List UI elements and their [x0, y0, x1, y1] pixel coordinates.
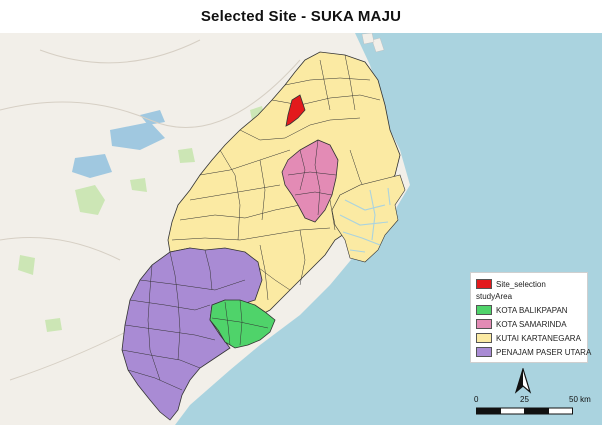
north-arrow-icon	[514, 368, 532, 394]
roads	[0, 39, 301, 381]
legend-row-kutai: KUTAI KARTANEGARA	[476, 331, 582, 345]
map-canvas[interactable]	[0, 33, 602, 425]
legend-swatch-penajam	[476, 347, 492, 357]
legend-swatch-samarinda	[476, 319, 492, 329]
mahakam-delta	[331, 174, 406, 263]
legend-label-kutai: KUTAI KARTANEGARA	[496, 333, 581, 343]
map-legend: Site_selection studyArea KOTA BALIKPAPAN…	[470, 272, 591, 363]
balikpapan-subdistrict-lines	[211, 299, 269, 346]
legend-label-site: Site_selection	[496, 279, 546, 289]
scale-bar: 0 25 50 km	[474, 395, 594, 423]
legend-label-balikpapan: KOTA BALIKPAPAN	[496, 305, 568, 315]
legend-row-balikpapan: KOTA BALIKPAPAN	[476, 303, 582, 317]
map-title: Selected Site - SUKA MAJU	[200, 8, 402, 25]
region-penajam-paser-utara[interactable]	[121, 247, 263, 421]
legend-label-samarinda: KOTA SAMARINDA	[496, 319, 567, 329]
scale-bar-graphic	[476, 407, 573, 415]
scale-label-0: 0	[474, 395, 479, 404]
legend-group-label: studyArea	[476, 292, 513, 301]
legend-swatch-site	[476, 279, 492, 289]
legend-row-site: Site_selection	[476, 277, 582, 291]
legend-label-penajam: PENAJAM PASER UTARA	[496, 347, 592, 357]
north-arrow	[514, 368, 532, 394]
delta-channels	[339, 187, 391, 253]
legend-row-penajam: PENAJAM PASER UTARA	[476, 345, 591, 359]
scale-label-25: 25	[520, 395, 529, 404]
scale-label-50: 50 km	[569, 395, 591, 404]
region-kota-samarinda[interactable]	[281, 139, 339, 223]
samarinda-subdistrict-lines	[287, 139, 337, 216]
site-selection-polygon[interactable]	[285, 94, 306, 127]
legend-row-samarinda: KOTA SAMARINDA	[476, 317, 582, 331]
legend-swatch-balikpapan	[476, 305, 492, 315]
map-svg	[0, 33, 602, 425]
lakes	[72, 110, 165, 178]
legend-swatch-kutai	[476, 333, 492, 343]
penajam-subdistrict-lines	[121, 249, 246, 391]
coastal-islands	[361, 33, 385, 53]
